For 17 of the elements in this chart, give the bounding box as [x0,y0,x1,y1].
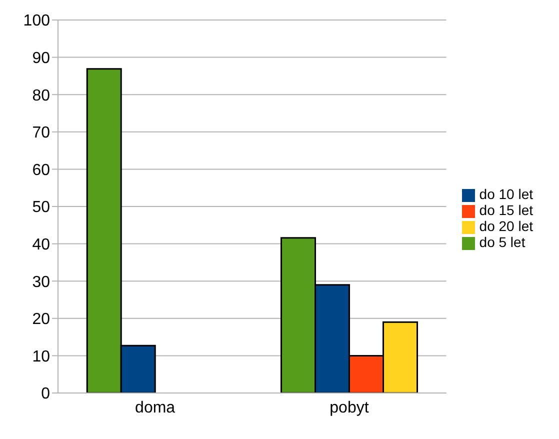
y-tick-label: 90 [32,50,50,67]
x-tick-label: doma [135,399,176,416]
legend-label: do 5 let [479,234,526,250]
x-tick-label: pobyt [330,399,370,416]
y-tick-label: 10 [32,348,50,366]
y-tick-label: 50 [32,199,50,216]
y-tick-label: 0 [41,386,50,403]
y-tick-label: 40 [32,236,50,254]
y-tick-label: 60 [32,162,50,179]
legend-label: do 10 let [479,186,533,202]
y-tick-label: 20 [32,311,50,328]
legend-label: do 15 let [479,202,533,218]
y-tick-label: 70 [32,124,50,142]
legend-label: do 20 let [479,218,533,234]
y-tick-label: 100 [23,12,50,30]
y-tick-label: 30 [32,274,50,291]
y-tick-label: 80 [32,87,50,104]
